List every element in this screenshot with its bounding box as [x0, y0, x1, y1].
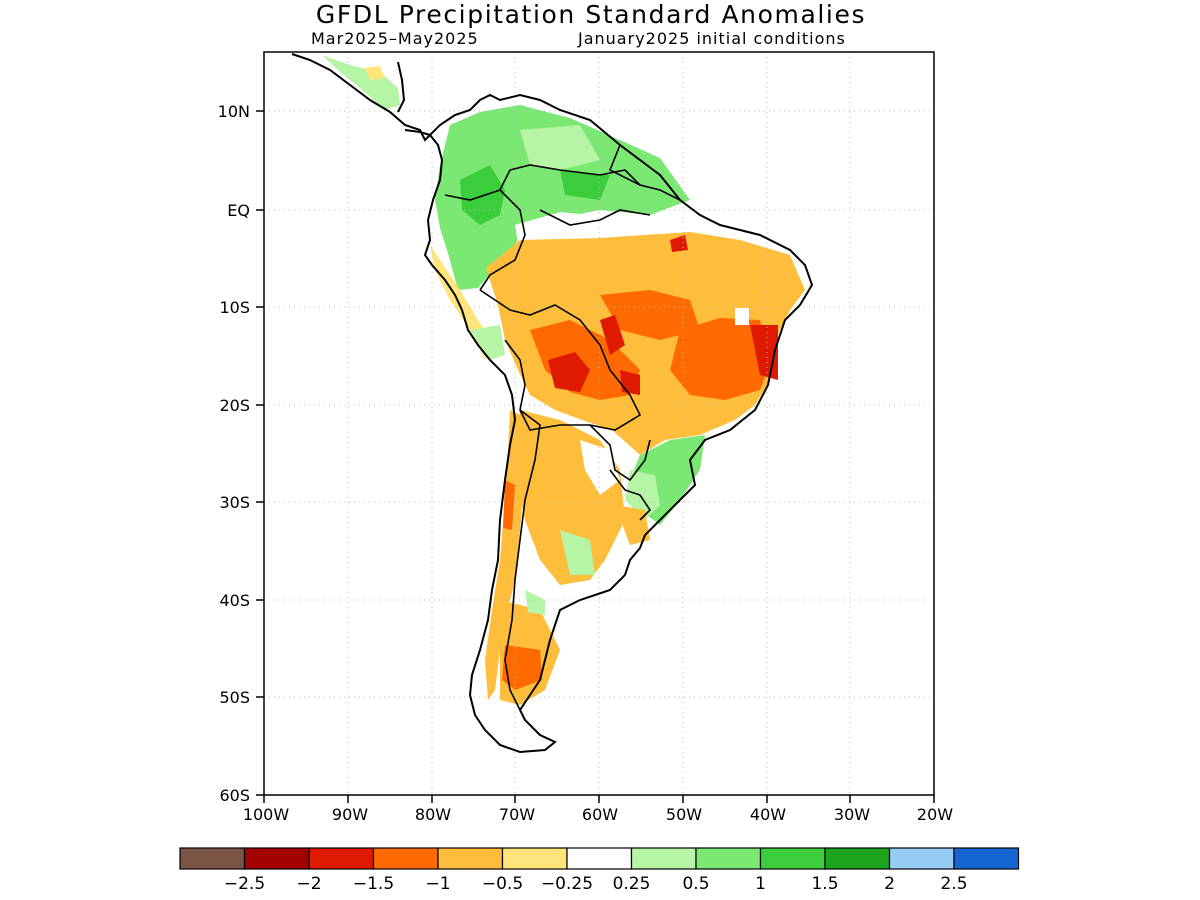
lat-label: 60S — [219, 786, 250, 805]
shade-chaco-white — [580, 440, 620, 495]
colorbar-swatch — [437, 847, 504, 870]
lon-label: 70W — [499, 805, 535, 824]
colorbar-label: 2.5 — [940, 874, 967, 894]
colorbar-swatch — [243, 847, 310, 870]
colorbar-swatch — [888, 847, 955, 870]
colorbar-swatch — [179, 847, 246, 870]
colorbar-swatch — [953, 847, 1020, 870]
shade-andes-orange — [485, 410, 530, 700]
lat-labels: 10N EQ 10S 20S 30S 40S 50S 60S — [218, 102, 250, 805]
lon-label: 30W — [834, 805, 870, 824]
lat-label: EQ — [227, 201, 250, 220]
colorbar-label: 1 — [755, 874, 766, 894]
shade-patagonia-green — [525, 590, 545, 615]
lat-label: 10N — [218, 102, 250, 121]
anomaly-shading — [322, 55, 805, 705]
shade-guiana-green — [560, 170, 610, 200]
colorbar-label: −1.5 — [353, 874, 394, 894]
lat-label: 50S — [219, 688, 250, 707]
colorbar-swatch — [824, 847, 891, 870]
season-subtitle: Mar2025–May2025 — [311, 29, 479, 48]
colorbar-label: −0.5 — [482, 874, 523, 894]
lon-label: 100W — [243, 805, 290, 824]
lon-label: 60W — [582, 805, 618, 824]
colorbar-label: −1 — [425, 874, 450, 894]
lon-label: 20W — [917, 805, 953, 824]
shade-se-brazil-lightgreen — [625, 470, 660, 520]
colorbar-swatch — [630, 847, 697, 870]
shade-central-america-green — [322, 55, 400, 110]
colorbar-label: 0.25 — [613, 874, 651, 894]
shade-brazil-red-1 — [600, 290, 700, 340]
lon-label: 50W — [666, 805, 702, 824]
colorbar-swatch — [566, 847, 633, 870]
lat-label: 20S — [219, 396, 250, 415]
shade-brazil-darkred-3 — [600, 315, 625, 355]
shade-north-green — [435, 105, 690, 290]
lat-label: 40S — [219, 591, 250, 610]
lon-label: 80W — [415, 805, 451, 824]
colorbar-swatch — [759, 847, 826, 870]
lat-label: 30S — [219, 493, 250, 512]
colorbar-swatch — [308, 847, 375, 870]
shade-chaco-lightgreen — [560, 530, 595, 575]
shade-brazil-darkred-2 — [548, 352, 590, 392]
colorbar-label: 2 — [884, 874, 895, 894]
map-grid — [264, 52, 934, 795]
map-title: GFDL Precipitation Standard Anomalies — [315, 0, 867, 29]
colorbar-label: −0.25 — [541, 874, 593, 894]
shade-brazil-white-gap — [735, 308, 749, 325]
lon-labels: 100W 90W 80W 70W 60W 50W 40W 30W 20W — [243, 805, 953, 824]
shade-brazil-red-2 — [670, 318, 772, 400]
colorbar-legend: −2.5 −2 −1.5 −1 −0.5 −0.25 0.25 0.5 1 1.5 2 2.5 — [179, 847, 1020, 894]
colorbar-label: 1.5 — [811, 874, 838, 894]
lon-label: 90W — [332, 805, 368, 824]
colorbar-label: 0.5 — [682, 874, 709, 894]
colorbar-swatch — [695, 847, 762, 870]
shade-peru-green — [470, 325, 505, 360]
coastline — [291, 53, 814, 754]
shade-central-america-yellow — [365, 66, 385, 80]
colorbar-label: −2.5 — [224, 874, 265, 894]
colorbar-label: −2 — [296, 874, 321, 894]
shade-patagonia-red — [502, 645, 542, 690]
lat-label: 10S — [219, 298, 250, 317]
shade-north-lightgreen — [520, 125, 600, 170]
initial-conditions-subtitle: January2025 initial conditions — [578, 29, 846, 48]
lon-label: 40W — [750, 805, 786, 824]
colorbar-swatch — [501, 847, 568, 870]
axis-ticks — [256, 110, 935, 803]
colorbar-swatch — [372, 847, 439, 870]
shade-uruguay-orange — [615, 505, 650, 545]
country-borders — [444, 144, 681, 711]
shade-andes-red — [503, 480, 515, 530]
